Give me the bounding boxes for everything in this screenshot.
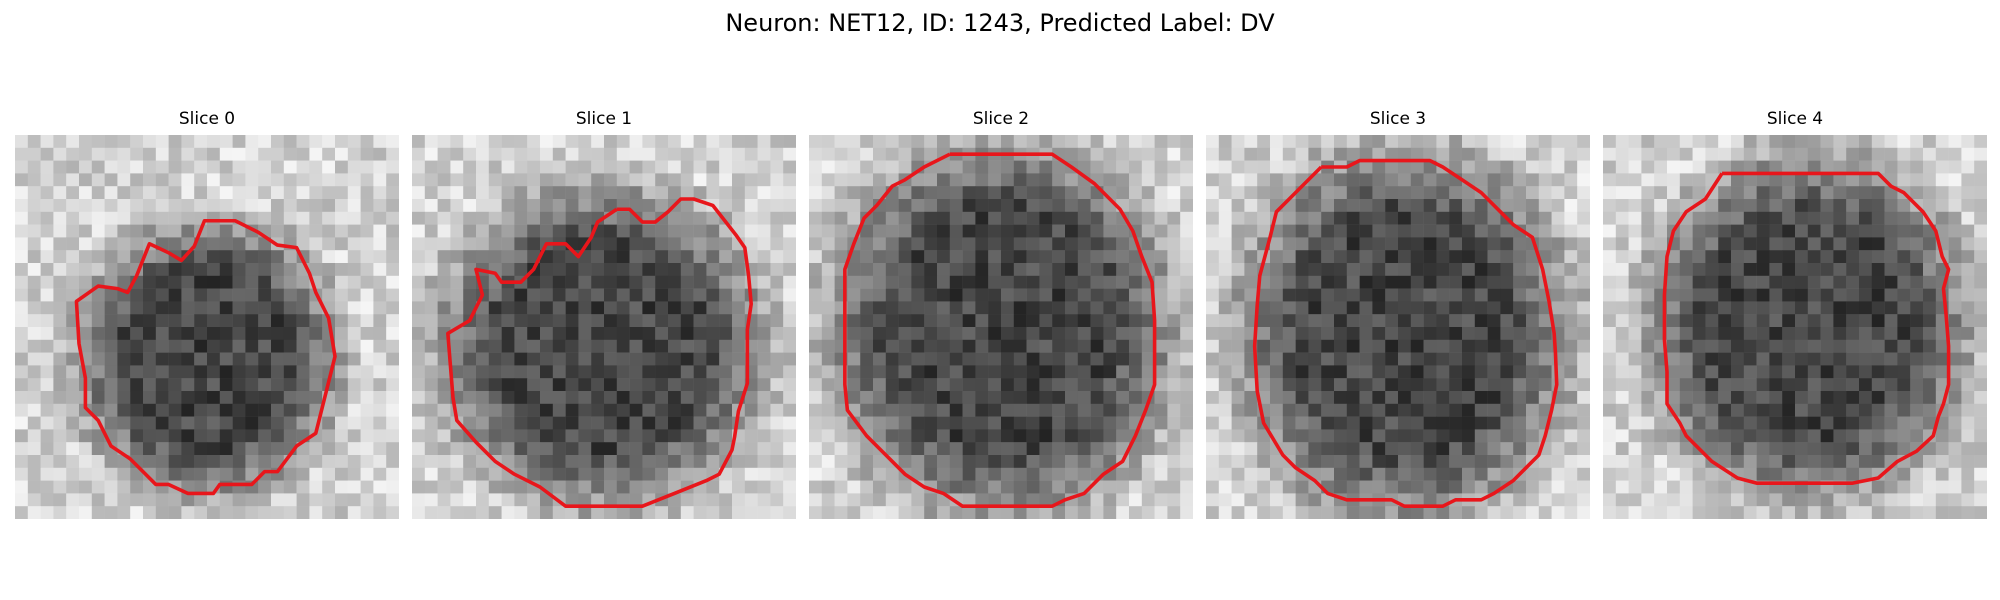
slice-panel-3: Slice 3	[1206, 108, 1590, 520]
grayscale-pixels-0	[15, 135, 399, 519]
segmentation-contour-3	[1252, 158, 1559, 508]
slice-title-2: Slice 2	[972, 109, 1030, 129]
slice-image-1	[412, 135, 796, 519]
figure-title: Neuron: NET12, ID: 1243, Predicted Label…	[725, 9, 1275, 37]
slice-image-2	[809, 135, 1193, 519]
slice-image-3	[1206, 135, 1590, 519]
slice-title-3: Slice 3	[1369, 109, 1427, 129]
slice-image-0	[15, 135, 399, 519]
slice-panel-0: Slice 0	[15, 108, 399, 520]
grayscale-pixels-2	[809, 135, 1193, 519]
slice-title-1: Slice 1	[575, 109, 633, 129]
slice-title-4: Slice 4	[1766, 109, 1824, 129]
slice-image-4	[1603, 135, 1987, 519]
segmentation-contour-4	[1662, 171, 1951, 485]
slice-panel-1: Slice 1	[412, 108, 796, 520]
segmentation-contour-2	[843, 152, 1157, 508]
grayscale-pixels-4	[1603, 135, 1987, 519]
segmentation-contour-0	[74, 218, 337, 496]
grayscale-pixels-3	[1206, 135, 1590, 519]
slice-panel-2: Slice 2	[809, 108, 1193, 520]
slice-panel-4: Slice 4	[1603, 108, 1987, 520]
slice-title-0: Slice 0	[178, 109, 236, 129]
grayscale-pixels-1	[412, 135, 796, 519]
segmentation-contour-1	[446, 197, 753, 508]
